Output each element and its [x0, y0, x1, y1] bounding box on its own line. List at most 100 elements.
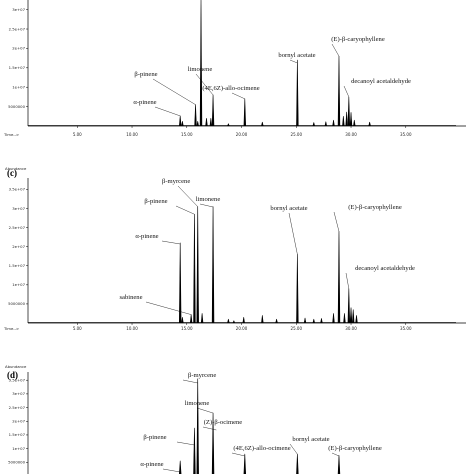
- x-tick-label: 35.00: [400, 326, 412, 331]
- y-tick-label: 2e+07: [12, 244, 25, 249]
- annotation-leader-line: [176, 441, 195, 446]
- peak-annotation: decanoyl acetaldehyde: [355, 265, 415, 272]
- peak-annotation: (E)-β-caryophyllene: [331, 36, 385, 43]
- peak: [337, 455, 341, 474]
- annotation-leader-line: [145, 301, 192, 315]
- x-tick-label: 15.00: [181, 132, 193, 137]
- peak: [275, 318, 278, 324]
- peak-annotation: β-myrcene: [188, 372, 216, 379]
- peak: [353, 119, 356, 127]
- y-tick-label: 3e+07: [12, 391, 25, 396]
- y-tick-label: 3.5e+07: [9, 187, 26, 192]
- y-tick-label: 1.5e+07: [9, 432, 26, 437]
- y-tick-label: 2.5e+07: [9, 225, 26, 230]
- y-tick-label: 5000000: [8, 460, 25, 465]
- peak-annotation: α-pinene: [135, 233, 158, 240]
- peak: [193, 427, 196, 474]
- annotation-leader-line: [196, 407, 214, 414]
- annotation-leader-line: [331, 43, 340, 57]
- peak: [196, 206, 199, 324]
- peak: [347, 288, 351, 324]
- y-tick-label: 1e+07: [12, 282, 25, 287]
- peak: [337, 55, 341, 127]
- peak: [320, 318, 323, 324]
- peak: [349, 307, 353, 324]
- annotation-leader-line: [161, 240, 181, 245]
- annotation-leader-line: [289, 59, 298, 64]
- x-tick-label: 10.00: [126, 326, 138, 331]
- annotation-leader-line: [331, 452, 340, 457]
- peak: [209, 117, 213, 127]
- chromatogram-panel-d: (d)Abundance 5000000 1e+07 1.5e+07 2e+07 2.5e…: [5, 364, 382, 474]
- peak: [179, 460, 182, 474]
- peak: [261, 121, 264, 127]
- annotation-leader-line: [288, 212, 298, 255]
- x-tick-label: 35.00: [400, 132, 412, 137]
- peak-annotation: (E)-β-caryophyllene: [348, 204, 402, 211]
- peak: [296, 59, 299, 127]
- y-tick-label: 2.5e+07: [9, 405, 26, 410]
- peak-annotation: α-pinene: [133, 99, 156, 106]
- annotation-leader-line: [162, 468, 181, 473]
- y-tick-label: 2.5e+07: [9, 26, 26, 31]
- x-tick-label: 15.00: [181, 326, 193, 331]
- y-tick-label: 1.5e+07: [9, 263, 26, 268]
- peak: [345, 111, 348, 127]
- peak: [242, 316, 245, 324]
- peak: [194, 104, 197, 127]
- y-axis-title: Abundance: [5, 364, 27, 369]
- y-tick-label: 3.5e+07: [9, 378, 26, 383]
- peak-annotation: sabinene: [119, 294, 142, 301]
- peak-annotation: (4E,6Z)-allo-ocimene: [233, 445, 290, 452]
- peak: [211, 206, 215, 324]
- peak: [181, 121, 184, 127]
- peak: [232, 320, 236, 324]
- x-tick-label: 25.00: [291, 326, 303, 331]
- peak-annotation: (E)-β-caryophyllene: [328, 445, 382, 452]
- peak: [181, 316, 184, 324]
- x-tick-label: 25.00: [291, 132, 303, 137]
- peak: [243, 453, 247, 474]
- annotation-leader-line: [199, 203, 214, 208]
- x-tick-label: 5.00: [73, 132, 82, 137]
- peak: [189, 314, 193, 324]
- y-tick-label: 2e+07: [12, 46, 25, 51]
- peak: [200, 313, 204, 324]
- y-tick-label: 1e+07: [12, 85, 25, 90]
- peak: [303, 317, 307, 324]
- x-tick-label: 30.00: [345, 132, 357, 137]
- x-tick-label: 5.00: [73, 326, 82, 331]
- peak: [368, 121, 371, 127]
- x-tick-label: 10.00: [126, 132, 138, 137]
- peak: [352, 309, 355, 324]
- x-axis-prefix: Time-->: [3, 326, 19, 331]
- peak: [337, 231, 341, 324]
- y-tick-label: 1.5e+07: [9, 65, 26, 70]
- y-tick-label: 3e+07: [12, 7, 25, 12]
- y-tick-label: 3e+07: [12, 206, 25, 211]
- annotation-leader-line: [177, 185, 198, 207]
- peak-annotation: β-pinene: [143, 434, 166, 441]
- annotation-leader-line: [195, 73, 214, 96]
- annotation-leader-line: [231, 92, 245, 100]
- peak: [296, 254, 299, 324]
- x-axis-prefix: Time-->: [3, 132, 19, 137]
- peak: [332, 313, 335, 324]
- peak: [343, 313, 346, 324]
- peak: [211, 412, 215, 474]
- annotation-leader-line: [152, 78, 196, 105]
- annotation-leader-line: [333, 211, 340, 232]
- annotation-leader-line: [182, 379, 198, 384]
- peak: [312, 122, 315, 127]
- peak-annotation: bornyl acetate: [270, 205, 307, 212]
- peak: [196, 378, 199, 474]
- panel-label: (c): [7, 168, 17, 178]
- chromatogram-panel-c: (c)Abundance 5000000 1e+07 1.5e+07 2e+07 2.5e…: [3, 166, 466, 331]
- peak: [199, 0, 203, 127]
- peak-annotation: limonene: [196, 196, 221, 203]
- y-tick-label: 2e+07: [12, 419, 25, 424]
- peak: [179, 115, 182, 127]
- y-tick-label: 5000000: [8, 301, 25, 306]
- peak: [355, 315, 358, 324]
